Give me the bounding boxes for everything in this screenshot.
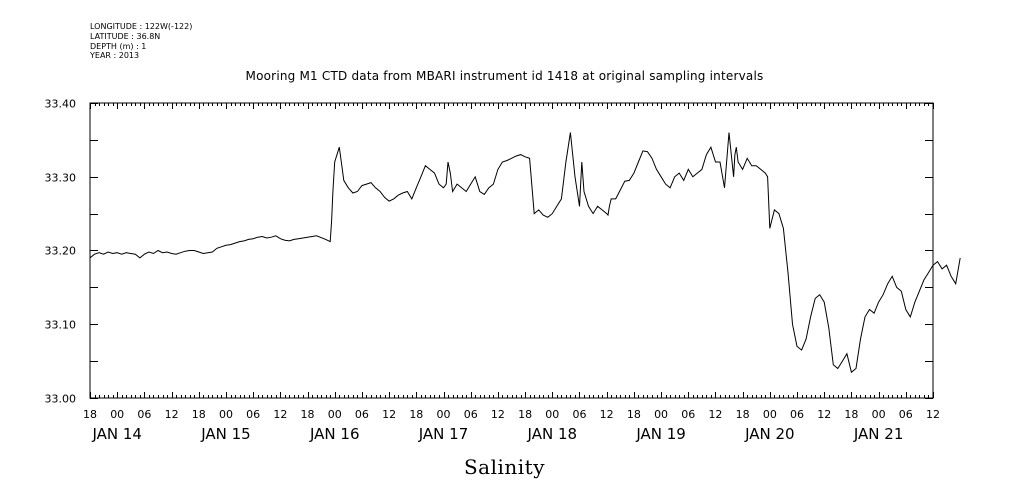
x-day-label: JAN 21 <box>853 425 904 443</box>
x-hour-tick-label: 18 <box>627 408 641 421</box>
x-day-label: JAN 16 <box>309 425 360 443</box>
x-day-label: JAN 17 <box>418 425 469 443</box>
y-tick-label: 33.40 <box>45 98 77 111</box>
salinity-label: Salinity <box>463 455 546 479</box>
x-hour-tick-label: 00 <box>763 408 777 421</box>
x-hour-tick-label: 06 <box>246 408 260 421</box>
x-hour-tick-label: 06 <box>137 408 151 421</box>
x-hour-tick-label: 12 <box>491 408 505 421</box>
x-hour-tick-label: 18 <box>301 408 315 421</box>
x-hour-tick-label: 12 <box>817 408 831 421</box>
x-hour-tick-label: 12 <box>600 408 614 421</box>
x-hour-tick-label: 18 <box>409 408 423 421</box>
x-day-label: JAN 14 <box>91 425 142 443</box>
y-tick-label: 33.20 <box>45 245 77 258</box>
x-day-label: JAN 15 <box>200 425 251 443</box>
x-hour-tick-label: 12 <box>926 408 940 421</box>
x-hour-tick-label: 12 <box>382 408 396 421</box>
x-hour-tick-label: 06 <box>355 408 369 421</box>
x-hour-tick-label: 18 <box>518 408 532 421</box>
x-day-label: JAN 20 <box>744 425 795 443</box>
x-hour-tick-label: 00 <box>437 408 451 421</box>
x-hour-tick-label: 00 <box>872 408 886 421</box>
chart-title: Mooring M1 CTD data from MBARI instrumen… <box>245 69 764 83</box>
salinity-series-line <box>89 132 961 374</box>
x-hour-tick-label: 00 <box>328 408 342 421</box>
depth-text: DEPTH (m) : 1 <box>90 41 147 51</box>
x-hour-tick-label: 12 <box>273 408 287 421</box>
x-hour-tick-label: 12 <box>708 408 722 421</box>
location-metadata: LONGITUDE : 122W(-122) LATITUDE : 36.8N … <box>90 22 192 61</box>
x-hour-tick-label: 06 <box>464 408 478 421</box>
y-tick-label: 33.10 <box>45 319 77 332</box>
x-day-label: JAN 18 <box>527 425 578 443</box>
x-hour-tick-label: 18 <box>736 408 750 421</box>
x-hour-tick-label: 12 <box>165 408 179 421</box>
x-hour-tick-label: 06 <box>790 408 804 421</box>
x-hour-tick-label: 06 <box>572 408 586 421</box>
x-day-label: JAN 19 <box>635 425 686 443</box>
x-hour-tick-label: 00 <box>219 408 233 421</box>
x-hour-tick-label: 00 <box>110 408 124 421</box>
x-hour-tick-label: 18 <box>192 408 206 421</box>
x-hour-tick-label: 00 <box>545 408 559 421</box>
x-hour-tick-label: 18 <box>83 408 97 421</box>
y-tick-label: 33.00 <box>45 393 77 406</box>
x-hour-tick-label: 18 <box>844 408 858 421</box>
x-hour-tick-label: 00 <box>654 408 668 421</box>
longitude-text: LONGITUDE : 122W(-122) <box>90 22 193 31</box>
x-hour-tick-label: 06 <box>899 408 913 421</box>
plot-frame <box>89 102 934 399</box>
x-hour-tick-label: 06 <box>681 408 695 421</box>
year-text: YEAR : 2013 <box>90 51 140 61</box>
y-tick-label: 33.30 <box>45 172 77 185</box>
latitude-text: LATITUDE : 36.8N <box>90 31 161 41</box>
